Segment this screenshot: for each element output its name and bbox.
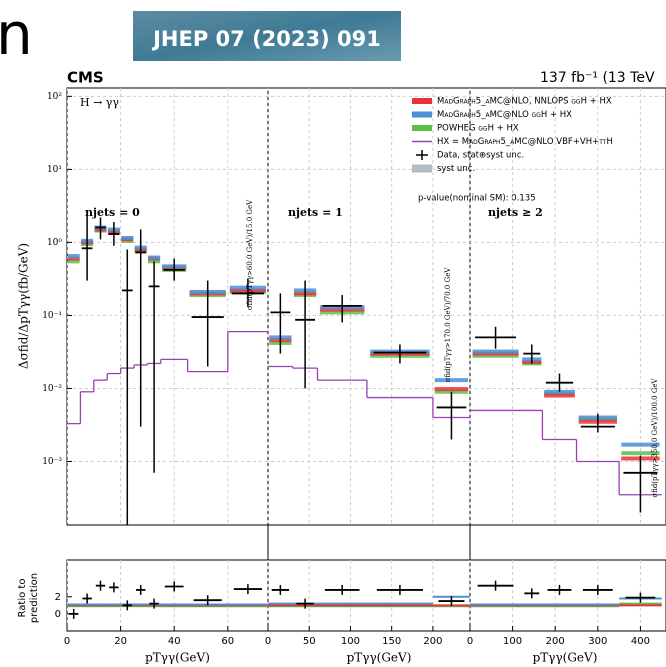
x-tick-label: 100: [503, 636, 522, 647]
legend-swatch: [412, 125, 432, 131]
panel-label: njets ≥ 2: [488, 206, 543, 219]
badge-bg: [133, 11, 401, 61]
prediction-blue: [434, 378, 469, 383]
legend-swatch: [412, 111, 432, 118]
x-tick-label: 400: [631, 636, 650, 647]
panel-label: njets = 0: [85, 206, 140, 219]
y-tick-label: 10⁻²: [42, 384, 62, 394]
x-tick-label: 50: [303, 636, 316, 647]
prediction-blue: [621, 442, 660, 447]
y-axis-title: Δσfid/ΔpTγγ(fb/GeV): [17, 243, 31, 369]
x-axis-title: pTγγ(GeV): [347, 651, 412, 665]
x-tick-label: 150: [382, 636, 401, 647]
prediction-blue: [148, 255, 161, 260]
cut-text: n: [0, 0, 33, 68]
overflow-label: σfid(pTγγ>170.0 GeV)/70.0 GeV: [444, 267, 452, 383]
legend-swatch: [412, 98, 432, 104]
x-tick-label: 40: [168, 636, 181, 647]
main-plot: [67, 88, 666, 525]
lumi-label: 137 fb⁻¹ (13 TeV: [540, 70, 655, 86]
x-axis-title: pTγγ(GeV): [533, 651, 598, 665]
y-tick-label: 10⁻¹: [42, 311, 62, 321]
ratio-frame: [66, 559, 666, 632]
x-tick-label: 20: [114, 636, 127, 647]
legend-swatch: [412, 164, 432, 173]
ratio-plot: [67, 560, 662, 631]
legend-label: Data, stat⊕syst unc.: [437, 151, 524, 161]
legend-label: syst unc.: [437, 164, 475, 174]
x-tick-label: 300: [588, 636, 607, 647]
panel-label: njets = 1: [288, 206, 343, 219]
pvalue-label: p-value(nominal SM): 0.135: [418, 194, 536, 204]
y-tick-label: 10²: [47, 92, 62, 102]
overflow-label: σfid(pTγγ>60.0 GeV)/15.0 GeV: [246, 199, 254, 310]
ratio-tick-label: 2: [55, 592, 61, 603]
prediction-red: [544, 393, 575, 398]
x-tick-label: 100: [341, 636, 360, 647]
ratio-tick-label: 0: [55, 609, 61, 620]
prediction-green: [472, 353, 519, 358]
prediction-green: [67, 259, 80, 264]
x-tick-label: 0: [64, 636, 70, 647]
legend-label: POWHEG ggH + HX: [437, 124, 519, 134]
x-axis-title: pTγγ(GeV): [145, 651, 210, 665]
process-label: H → γγ: [80, 96, 119, 109]
experiment-label: CMS: [67, 69, 104, 87]
prediction-blue: [121, 235, 134, 240]
legend-label: MadGraph5_aMC@NLO, NNLOPS ggH + HX: [437, 97, 612, 107]
y-tick-label: 10⁰: [47, 238, 62, 248]
prediction-red: [472, 351, 519, 356]
prediction-red: [434, 387, 469, 392]
ratio-title: prediction: [29, 573, 40, 623]
y-tick-label: 10⁻³: [42, 457, 62, 467]
x-tick-label: 200: [423, 636, 442, 647]
prediction-green: [621, 451, 660, 456]
x-tick-label: 200: [546, 636, 565, 647]
badge-text: JHEP 07 (2023) 091: [151, 27, 381, 51]
overflow-label: σfid(pTγγ>350.0 GeV)/100.0 GeV: [651, 377, 659, 497]
prediction-blue: [472, 349, 519, 354]
x-tick-label: 0: [265, 636, 271, 647]
x-tick-label: 60: [221, 636, 234, 647]
x-tick-label: 0: [467, 636, 473, 647]
prediction-blue: [67, 254, 80, 259]
prediction-red: [67, 256, 80, 261]
y-tick-label: 10¹: [47, 165, 62, 175]
ratio-title: Ratio to: [17, 579, 28, 618]
legend-label: HX = MadGraph5_aMC@NLO VBF+VH+ttH: [437, 137, 613, 147]
legend-label: MadGraph5_aMC@NLO ggH + HX: [437, 110, 572, 120]
